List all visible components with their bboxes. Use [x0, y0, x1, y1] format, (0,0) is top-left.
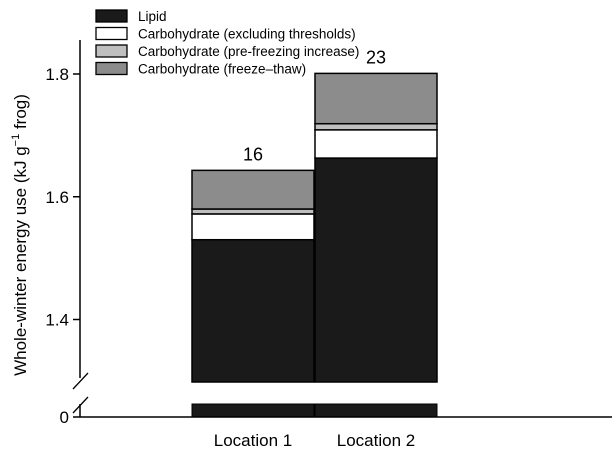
bar-total-label: 16 [243, 144, 263, 164]
bar-segment-lipid-lower [314, 403, 438, 418]
legend-label: Carbohydrate (freeze–thaw) [138, 62, 306, 77]
legend-swatch [95, 44, 128, 58]
y-axis-label-superscript: −1 [10, 134, 22, 147]
x-tick-label: Location 2 [337, 431, 415, 449]
legend-swatch [95, 9, 128, 23]
y-axis-label-end: frog) [11, 94, 30, 134]
bar-segment-carbohydrate-1 [191, 213, 315, 241]
axes: 1.4 1.6 1.8 0 [45, 40, 612, 427]
bar-segment-carbohydrate-3 [191, 169, 315, 210]
y-tick-label-zero: 0 [60, 408, 69, 427]
legend-swatch [95, 26, 128, 41]
legend-label: Carbohydrate (pre-freezing increase) [138, 44, 359, 59]
axis-break-mark [72, 396, 89, 414]
bar-segment-carbohydrate-2 [314, 122, 438, 131]
legend-label: Carbohydrate (excluding thresholds) [138, 27, 356, 42]
y-axis-label: Whole-winter energy use (kJ g−1 frog) [10, 94, 30, 376]
bar-segment-lipid [314, 157, 438, 383]
bar-segment-lipid-lower [191, 403, 315, 418]
bar-segment-carbohydrate-3 [314, 72, 438, 125]
y-tick-label: 1.4 [45, 311, 69, 330]
legend: Lipid Carbohydrate (excluding thresholds)… [95, 9, 359, 77]
x-tick-label: Location 1 [214, 431, 292, 449]
bar-segment-carbohydrate-1 [314, 129, 438, 159]
bar-segment-lipid [191, 238, 315, 383]
bars: 16 Location 1 23 Location 2 [191, 47, 438, 449]
axis-break-mark [72, 372, 89, 390]
y-tick-label: 1.6 [45, 188, 69, 207]
bar-total-label: 23 [366, 47, 386, 67]
y-axis-label-main: Whole-winter energy use (kJ g [11, 146, 30, 376]
legend-swatch [95, 61, 128, 76]
y-tick-label: 1.8 [45, 65, 69, 84]
legend-label: Lipid [138, 9, 167, 24]
